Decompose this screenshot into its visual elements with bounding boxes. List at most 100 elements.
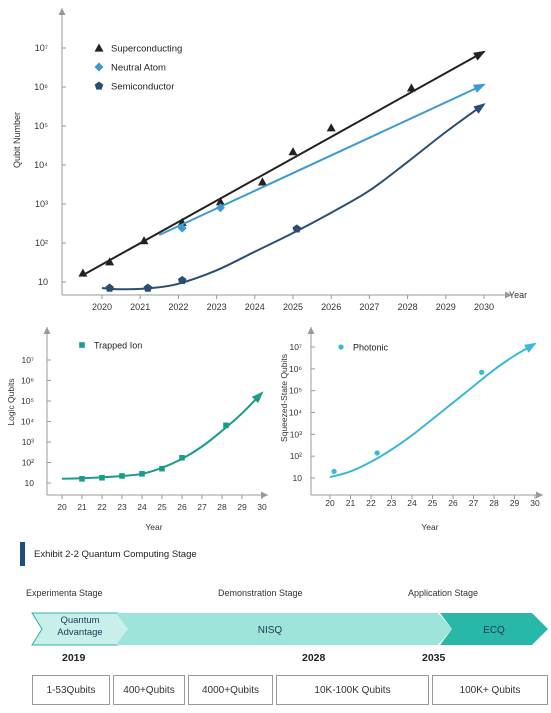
x-tick-label: 28	[217, 502, 227, 512]
x-axis-arrow	[261, 491, 268, 499]
data-point	[406, 83, 416, 92]
x-axis-label: Year	[145, 522, 162, 532]
y-tick-label: 10³	[290, 429, 302, 439]
x-tick-label: 21	[346, 498, 356, 508]
y-tick-label: 10	[25, 478, 35, 488]
legend-marker	[79, 342, 85, 348]
year-2035: 2035	[422, 652, 446, 664]
trend-line-1	[158, 83, 485, 236]
band-label-quantum-advantage: Quantum Advantage	[57, 615, 103, 638]
data-point	[177, 223, 187, 233]
data-point	[159, 465, 165, 472]
legend-label: Photonic	[353, 343, 389, 353]
x-tick-label: 2022	[168, 302, 188, 312]
y-tick-label: 10²	[35, 238, 48, 248]
x-tick-label: 2025	[283, 302, 303, 312]
data-point	[288, 147, 298, 156]
main-chart: 10 10² 10³ 10⁴ 10⁵ 10⁶ 10⁷ 2020 2021 2022 2023 2024…	[12, 8, 527, 312]
band-nisq	[116, 613, 452, 645]
x-tick-label: 24	[407, 498, 417, 508]
x-tick-label: 20	[325, 498, 335, 508]
legend-label: Semiconductor	[111, 82, 174, 93]
trapped-ion-chart: 10 10² 10³ 10⁴ 10⁵ 10⁶ 10⁷ 20 21 22 23 24 25 26 27 28 29…	[6, 327, 268, 532]
x-tick-label: 30	[257, 502, 267, 512]
x-tick-label: 21	[77, 502, 87, 512]
y-tick-label: 10⁷	[289, 342, 302, 352]
legend-marker	[94, 62, 104, 72]
data-point	[99, 474, 105, 481]
y-tick-label: 10²	[290, 451, 302, 461]
y-tick-label: 10⁶	[34, 82, 48, 92]
data-point	[179, 454, 185, 461]
legend-marker	[94, 43, 104, 52]
x-tick-label: 22	[366, 498, 376, 508]
x-tick-label: 23	[387, 498, 397, 508]
band-ecq	[440, 613, 548, 645]
trend-line-0	[329, 342, 536, 479]
data-point	[215, 197, 225, 206]
stage-label-experimental: Experimenta Stage	[26, 588, 103, 598]
y-axis-arrow	[307, 327, 315, 334]
x-tick-label: 2030	[474, 302, 494, 312]
y-tick-label: 10³	[22, 437, 34, 447]
exhibit-accent-bar	[20, 542, 25, 566]
data-point	[105, 283, 114, 292]
trend-arrowhead-1	[473, 83, 486, 93]
x-tick-label: 2029	[436, 302, 456, 312]
y-tick-label: 10⁵	[289, 386, 302, 396]
data-point	[139, 471, 145, 477]
x-tick-label: 2021	[130, 302, 150, 312]
data-point	[119, 473, 125, 479]
x-axis-label: Year	[421, 522, 438, 532]
y-tick-label: 10⁴	[289, 408, 302, 418]
x-tick-label: 29	[237, 502, 247, 512]
y-tick-label: 10⁴	[21, 417, 34, 427]
y-axis-label: Squeezed-State Qubits	[279, 354, 289, 442]
year-2028: 2028	[302, 652, 326, 664]
legend-marker	[338, 344, 344, 350]
data-point	[79, 476, 85, 482]
y-tick-label: 10⁷	[21, 355, 34, 365]
data-point	[215, 203, 225, 213]
qubit-box-2: 400+Qubits	[113, 675, 185, 705]
x-tick-label: 2027	[359, 302, 379, 312]
trend-line-2	[101, 103, 485, 291]
x-tick-label: 26	[448, 498, 458, 508]
qubit-box-3: 4000+Qubits	[188, 675, 273, 705]
y-tick-label: 10³	[35, 199, 48, 209]
stage-label-demonstration: Demonstration Stage	[218, 588, 303, 598]
data-point	[143, 283, 153, 292]
exhibit-caption: Exhibit 2-2 Quantum Computing Stage	[20, 542, 197, 566]
x-tick-label: 27	[197, 502, 207, 512]
x-axis-label: Year	[509, 290, 527, 300]
data-point	[223, 422, 229, 429]
x-tick-label: 22	[97, 502, 107, 512]
legend-marker	[94, 81, 104, 90]
data-point	[374, 450, 380, 456]
y-tick-label: 10⁵	[21, 396, 34, 406]
trend-arrowhead-2	[473, 103, 486, 114]
trend-line-0	[82, 50, 485, 276]
year-2019: 2019	[62, 652, 86, 664]
trend-arrowhead-0	[524, 342, 537, 353]
x-tick-label: 25	[157, 502, 167, 512]
x-tick-label: 24	[137, 502, 147, 512]
trend-arrowhead-0	[251, 391, 264, 404]
x-tick-label: 30	[530, 498, 540, 508]
y-axis-arrow	[43, 327, 51, 334]
data-point	[326, 123, 336, 132]
x-tick-label: 2028	[398, 302, 418, 312]
exhibit-title: Exhibit 2-2 Quantum Computing Stage	[34, 548, 197, 560]
y-tick-label: 10	[38, 277, 48, 287]
x-tick-label: 27	[469, 498, 479, 508]
data-point	[479, 369, 485, 375]
x-tick-label: 25	[428, 498, 438, 508]
band-label-nisq: NISQ	[258, 625, 283, 636]
legend-label: Superconducting	[111, 44, 182, 55]
x-tick-label: 28	[489, 498, 499, 508]
y-axis-label: Qubit Number	[12, 112, 22, 168]
y-axis-arrow	[58, 8, 66, 15]
stage-label-application: Application Stage	[408, 588, 479, 598]
x-axis-arrow	[536, 491, 543, 499]
y-tick-label: 10⁷	[35, 43, 48, 53]
